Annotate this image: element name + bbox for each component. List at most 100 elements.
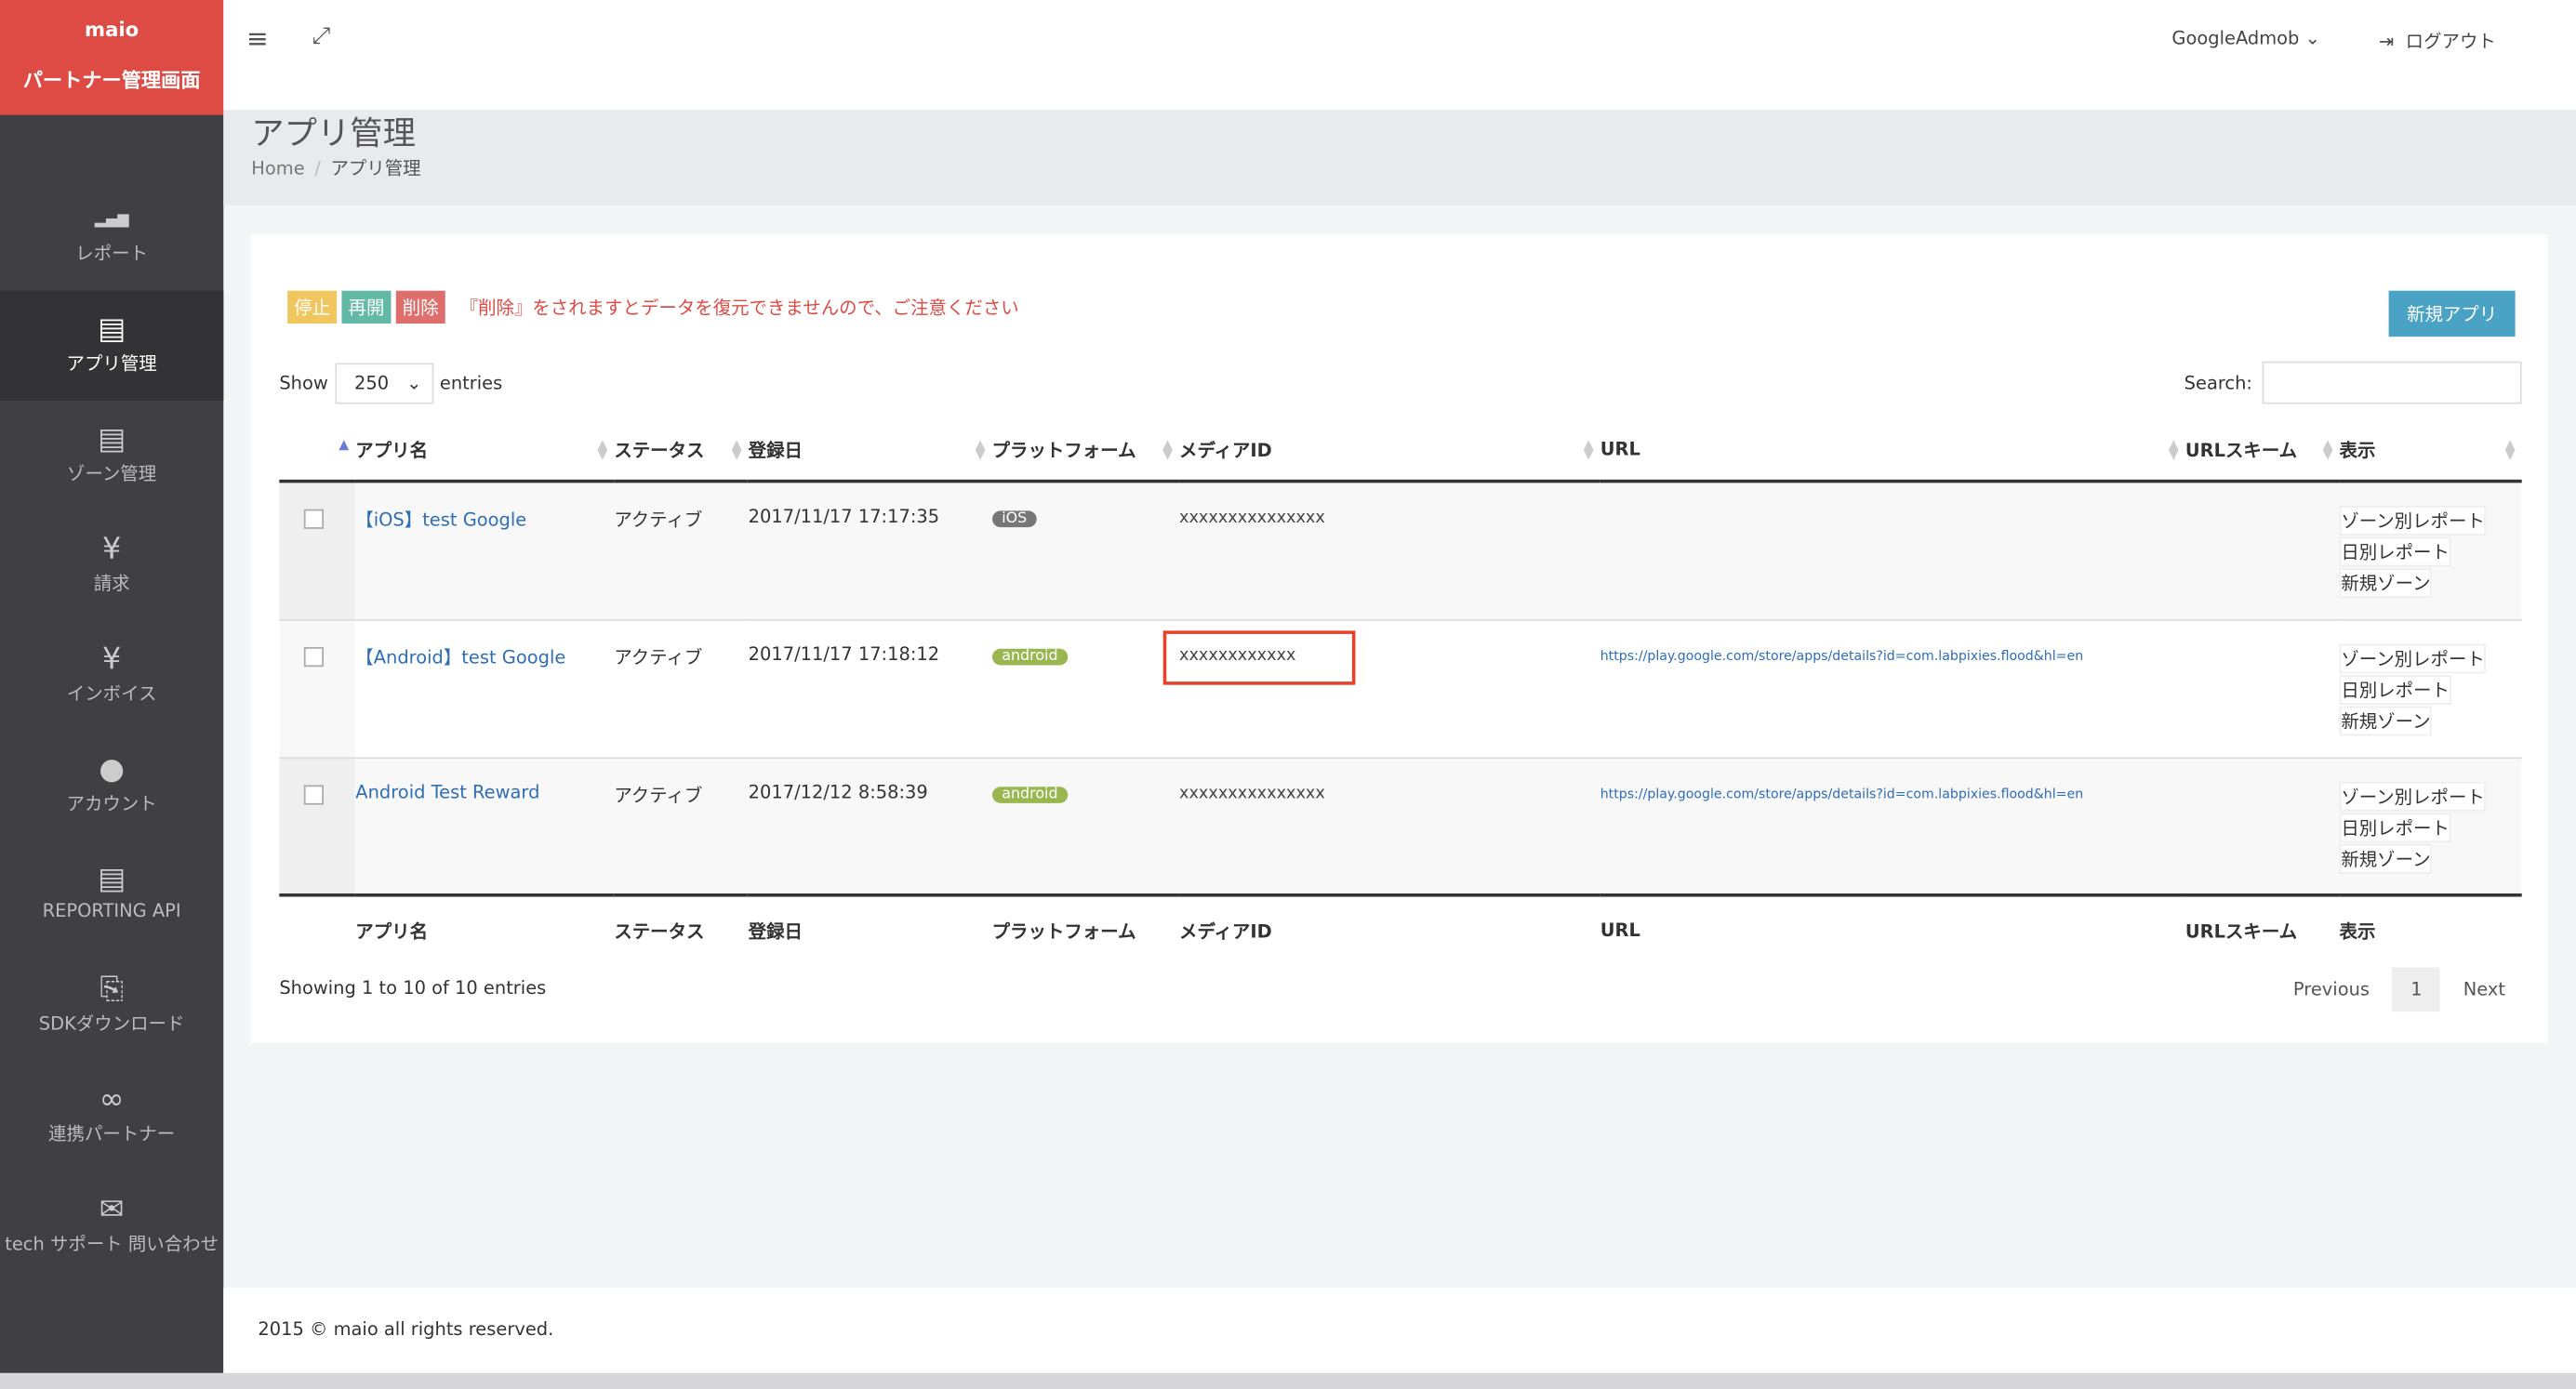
- apps-table: ▲ アプリ名 ▲ ▼ ステータス ▲ ▼ 登録日 ▲ ▼ プラットフォーム ▲ ▼ メディアID ▲ ▼ URL…: [279, 418, 2522, 964]
- footer-column-3: 登録日: [748, 893, 992, 964]
- breadcrumb-home[interactable]: Home: [251, 157, 305, 179]
- url-scheme: [2184, 618, 2340, 758]
- sidebar: maio パートナー管理画面 ▂▄▆ レポート ▤ アプリ管理 ▤ ゾーン管理 ¥ 請求 ¥ イン…: [0, 0, 224, 1373]
- app-name-link[interactable]: 【Android】test Google: [355, 646, 566, 668]
- table-row: Android Test Reward アクティブ 2017/12/12 8:5…: [279, 756, 2522, 895]
- footer-column-8: 表示: [2339, 893, 2522, 964]
- envelope-icon: ✉: [99, 1192, 125, 1227]
- column-header-5[interactable]: メディアID ▲ ▼: [1179, 418, 1600, 483]
- store-url-link[interactable]: https://play.google.com/store/apps/detai…: [1600, 786, 2084, 801]
- sign-out-icon: ⇥: [2379, 31, 2395, 53]
- account-dropdown[interactable]: GoogleAdmob ⌄: [2171, 28, 2320, 49]
- action-button-1[interactable]: 日別レポート: [2339, 674, 2451, 704]
- breadcrumb-current: アプリ管理: [330, 157, 421, 179]
- sidebar-item-0[interactable]: ▂▄▆ レポート: [0, 180, 223, 290]
- sidebar-item-9[interactable]: ✉ tech サポート 問い合わせ: [0, 1171, 223, 1281]
- logout-button[interactable]: ⇥ ログアウト: [2379, 31, 2496, 53]
- sidebar-item-3[interactable]: ¥ 請求: [0, 510, 223, 620]
- table-row: 【iOS】test Google アクティブ 2017/11/17 17:17:…: [279, 480, 2522, 620]
- column-header-3[interactable]: 登録日 ▲ ▼: [748, 418, 992, 483]
- media-id: xxxxxxxxxxxx: [1162, 629, 1356, 684]
- user-icon: ●: [99, 752, 126, 787]
- sort-icon: ▲ ▼: [731, 436, 742, 462]
- resume-badge: 再開: [341, 290, 392, 324]
- link-icon: ∞: [99, 1082, 125, 1118]
- url-scheme: [2184, 756, 2340, 895]
- sort-icon: ▲ ▼: [2168, 436, 2179, 462]
- sort-icon: ▲ ▼: [975, 436, 986, 462]
- media-id: xxxxxxxxxxxxxxx: [1179, 509, 1325, 528]
- row-checkbox[interactable]: [303, 784, 325, 804]
- apps-panel: 停止 再開 削除 『削除』をされますとデータを復元できませんので、ご注意ください…: [251, 234, 2548, 1043]
- sort-icon: ▲ ▼: [2322, 436, 2333, 462]
- sort-icon: ▲ ▼: [2504, 436, 2516, 462]
- action-button-0[interactable]: ゾーン別レポート: [2339, 642, 2487, 673]
- delete-badge: 削除: [395, 290, 445, 324]
- column-header-6[interactable]: URL ▲ ▼: [1600, 418, 2185, 483]
- action-button-2[interactable]: 新規ゾーン: [2339, 568, 2433, 599]
- search-label: Search:: [2184, 372, 2252, 394]
- sort-icon: ▲ ▼: [597, 436, 608, 462]
- column-header-7[interactable]: URLスキーム ▲ ▼: [2184, 418, 2340, 483]
- next-button[interactable]: Next: [2463, 978, 2506, 1000]
- platform-badge: android: [991, 786, 1069, 802]
- breadcrumb: Home / アプリ管理: [251, 157, 421, 179]
- sidebar-item-4[interactable]: ¥ インボイス: [0, 621, 223, 731]
- bar-chart-icon: ▂▄▆: [94, 211, 129, 229]
- action-button-2[interactable]: 新規ゾーン: [2339, 843, 2433, 873]
- action-button-1[interactable]: 日別レポート: [2339, 536, 2451, 567]
- chevron-down-icon: ⌄: [406, 373, 422, 394]
- action-button-2[interactable]: 新規ゾーン: [2339, 705, 2433, 735]
- expand-icon[interactable]: ⤢: [312, 22, 331, 49]
- sidebar-item-2[interactable]: ▤ ゾーン管理: [0, 401, 223, 510]
- action-button-1[interactable]: 日別レポート: [2339, 812, 2451, 842]
- footer-column-7: URLスキーム: [2184, 893, 2340, 964]
- sort-icon: ▲ ▼: [1162, 436, 1173, 462]
- registered-date: 2017/11/17 17:18:12: [748, 618, 992, 758]
- footer: 2015 © maio all rights reserved.: [223, 1287, 2576, 1373]
- page-1-button[interactable]: 1: [2392, 967, 2441, 1012]
- select-column-header[interactable]: ▲: [279, 418, 356, 483]
- search-input[interactable]: [2262, 361, 2522, 404]
- download-file-icon: ⎘: [100, 972, 124, 1007]
- previous-button[interactable]: Previous: [2292, 978, 2370, 1000]
- footer-column-4: プラットフォーム: [991, 893, 1180, 964]
- entries-label: entries: [439, 373, 503, 394]
- row-checkbox[interactable]: [303, 509, 325, 529]
- sort-icon: ▲ ▼: [1583, 436, 1594, 462]
- action-button-0[interactable]: ゾーン別レポート: [2339, 781, 2487, 811]
- list-icon: ▤: [98, 422, 126, 457]
- app-name-link[interactable]: Android Test Reward: [355, 781, 540, 802]
- sidebar-item-8[interactable]: ∞ 連携パートナー: [0, 1061, 223, 1171]
- column-header-1[interactable]: アプリ名 ▲ ▼: [355, 418, 615, 483]
- show-label: Show: [279, 373, 328, 394]
- yen-icon: ¥: [101, 642, 122, 677]
- delete-warning: 『削除』をされますとデータを復元できませんので、ご注意ください: [459, 297, 1019, 319]
- column-header-8[interactable]: 表示 ▲ ▼: [2339, 418, 2522, 483]
- pagination: Previous 1 Next: [2292, 967, 2506, 1012]
- entries-select[interactable]: 250 ⌄: [334, 363, 433, 404]
- registered-date: 2017/12/12 8:58:39: [748, 756, 992, 895]
- brand-logo[interactable]: maio パートナー管理画面: [0, 0, 224, 115]
- sidebar-item-6[interactable]: ▤ REPORTING API: [0, 840, 223, 950]
- store-url-link[interactable]: https://play.google.com/store/apps/detai…: [1600, 647, 2084, 663]
- list-icon: ▤: [98, 862, 126, 897]
- status: アクティブ: [614, 480, 749, 620]
- row-checkbox[interactable]: [303, 646, 325, 667]
- hamburger-menu-icon[interactable]: ≡: [246, 22, 269, 55]
- sidebar-item-1[interactable]: ▤ アプリ管理: [0, 290, 224, 402]
- topbar: ≡ ⤢ GoogleAdmob ⌄ ⇥ ログアウト: [223, 0, 2576, 111]
- status: アクティブ: [614, 618, 749, 758]
- action-button-0[interactable]: ゾーン別レポート: [2339, 506, 2487, 536]
- app-name-link[interactable]: 【iOS】test Google: [355, 509, 527, 531]
- platform-badge: android: [991, 647, 1069, 665]
- new-app-button[interactable]: 新規アプリ: [2388, 290, 2516, 337]
- stop-badge: 停止: [287, 290, 338, 324]
- sidebar-item-7[interactable]: ⎘ SDKダウンロード: [0, 951, 223, 1061]
- column-header-4[interactable]: プラットフォーム ▲ ▼: [991, 418, 1180, 483]
- yen-icon: ¥: [101, 532, 122, 567]
- media-id: xxxxxxxxxxxxxxx: [1179, 784, 1325, 802]
- column-header-2[interactable]: ステータス ▲ ▼: [614, 418, 749, 483]
- table-info: Showing 1 to 10 of 10 entries: [279, 977, 547, 999]
- sidebar-item-5[interactable]: ● アカウント: [0, 731, 223, 840]
